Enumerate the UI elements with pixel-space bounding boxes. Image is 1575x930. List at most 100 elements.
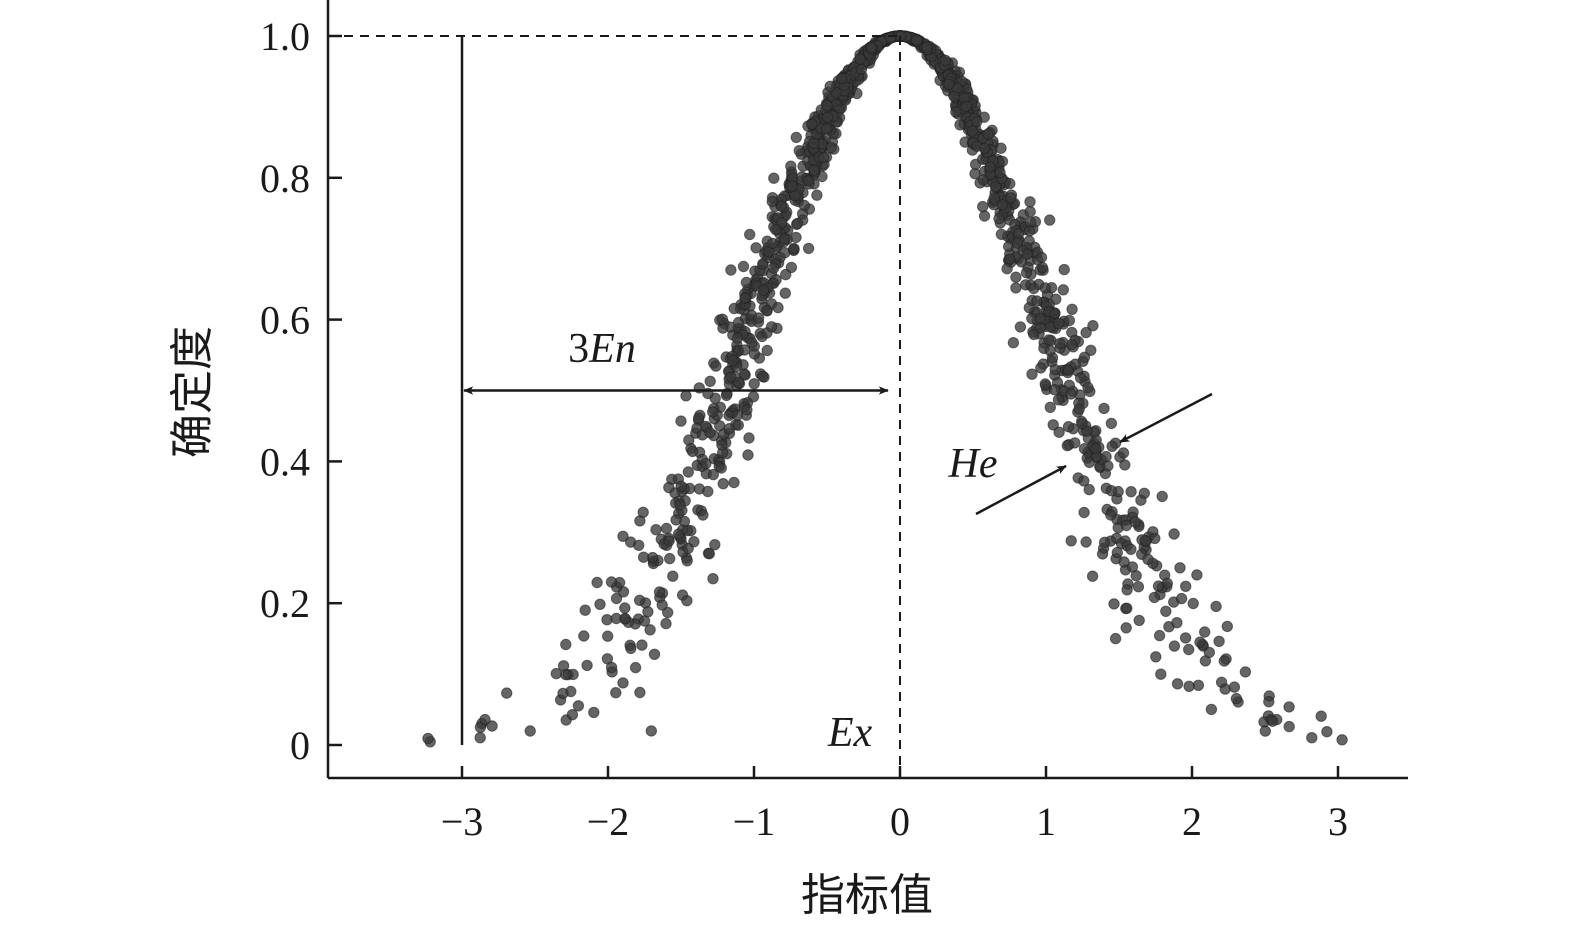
cloud-drop xyxy=(479,713,491,726)
cloud-drop xyxy=(1125,543,1137,555)
x-tick-label: −3 xyxy=(441,799,484,844)
cloud-drop xyxy=(702,485,714,498)
cloud-drop xyxy=(1120,622,1132,634)
cloud-drop xyxy=(756,370,769,382)
cloud-drop xyxy=(1283,701,1295,713)
cloud-drop xyxy=(682,542,694,555)
cloud-drop xyxy=(617,530,629,542)
cloud-drop xyxy=(739,292,751,304)
cloud-drop xyxy=(1259,725,1272,737)
cloud-drop xyxy=(1026,368,1038,380)
cloud-drop xyxy=(790,131,802,144)
y-tick-label: 0.8 xyxy=(260,156,310,201)
cloud-drop xyxy=(633,594,646,606)
cloud-drop xyxy=(731,409,744,421)
cloud-drop xyxy=(791,217,804,230)
x-tick-label: 2 xyxy=(1182,799,1202,844)
cloud-drop xyxy=(704,427,716,439)
cloud-drop xyxy=(732,376,745,389)
cloud-drop xyxy=(560,668,572,681)
cloud-drop xyxy=(1021,248,1034,260)
cloud-drop xyxy=(725,371,737,383)
cloud-drop xyxy=(572,700,585,712)
cloud-drop xyxy=(1306,732,1318,744)
cloud-drop xyxy=(1105,509,1117,521)
cloud-drop xyxy=(660,617,672,630)
cloud-drop xyxy=(966,125,979,137)
cloud-drop xyxy=(692,412,705,424)
y-axis-ticks: 0 0.2 0.4 0.6 0.8 1.0 xyxy=(260,14,342,768)
cloud-drop xyxy=(637,551,650,563)
cloud-drop xyxy=(770,274,782,286)
cloud-drop xyxy=(808,137,820,150)
cloud-drop xyxy=(578,630,590,642)
cloud-drop xyxy=(1219,683,1231,695)
cloud-drop xyxy=(1044,214,1056,226)
cloud-drop xyxy=(1315,710,1327,722)
cloud-drop xyxy=(1155,668,1167,680)
cloud-drop xyxy=(731,332,744,344)
cloud-drop xyxy=(948,90,960,103)
cloud-drop xyxy=(1100,450,1112,463)
cloud-drop xyxy=(610,592,623,605)
cloud-drop xyxy=(716,439,728,451)
cloud-drop xyxy=(594,598,606,610)
cloud-drop xyxy=(557,687,569,700)
cloud-drop xyxy=(686,445,699,458)
cloud-drop xyxy=(1138,487,1151,499)
cloud-drop xyxy=(637,506,649,518)
cloud-drop xyxy=(1083,456,1096,469)
cloud-drop xyxy=(865,41,877,53)
cloud-drop xyxy=(1057,284,1070,296)
cloud-drop xyxy=(1069,358,1082,370)
cloud-drop xyxy=(422,732,434,745)
cloud-drop xyxy=(742,449,754,461)
cloud-drop xyxy=(704,375,716,387)
cloud-drop xyxy=(1133,614,1145,627)
cloud-drop xyxy=(550,667,562,680)
cloud-drop xyxy=(625,642,637,655)
cloud-drop xyxy=(855,63,868,75)
cloud-drop xyxy=(728,476,740,489)
cloud-drop xyxy=(650,524,662,536)
y-tick-label: 0.2 xyxy=(260,581,310,626)
cloud-drop xyxy=(977,174,989,186)
cloud-drop xyxy=(1205,703,1218,716)
cloud-drop xyxy=(738,344,751,356)
cloud-drop xyxy=(1160,605,1172,617)
cloud-drop xyxy=(1210,600,1222,613)
cloud-drop xyxy=(697,509,709,521)
cloud-drop xyxy=(1010,282,1022,294)
cloud-drop xyxy=(703,548,715,560)
cloud-drop xyxy=(1150,651,1162,663)
cloud-drop xyxy=(1085,344,1097,356)
cloud-drop xyxy=(802,242,815,255)
cloud-drop xyxy=(978,210,991,222)
cloud-drop xyxy=(910,34,923,46)
cloud-drop xyxy=(1194,636,1206,648)
cloud-drop xyxy=(1053,317,1065,330)
cloud-drop xyxy=(1105,485,1118,497)
cloud-drop xyxy=(780,268,792,281)
cloud-drop xyxy=(1024,206,1036,218)
cloud-drop xyxy=(560,638,572,651)
cloud-drop xyxy=(1044,345,1056,357)
cloud-drop xyxy=(772,301,784,314)
cloud-drop xyxy=(757,284,770,296)
three-en-label: 3En xyxy=(568,326,636,372)
cloud-drop xyxy=(1153,629,1166,642)
cloud-drop xyxy=(1090,442,1102,455)
cloud-drop xyxy=(683,434,695,446)
cloud-drop xyxy=(1213,635,1225,647)
cloud-drop xyxy=(1054,337,1066,350)
cloud-drop xyxy=(750,242,762,254)
cloud-drop xyxy=(1096,548,1109,560)
cloud-drop xyxy=(1074,372,1087,384)
cloud-drop xyxy=(884,32,897,44)
cloud-drop xyxy=(727,354,739,367)
cloud-drop xyxy=(1283,720,1295,733)
cloud-drop xyxy=(1152,580,1165,592)
cloud-drop xyxy=(707,573,719,585)
cloud-drop xyxy=(1039,282,1051,294)
cloud-drop xyxy=(821,111,834,124)
